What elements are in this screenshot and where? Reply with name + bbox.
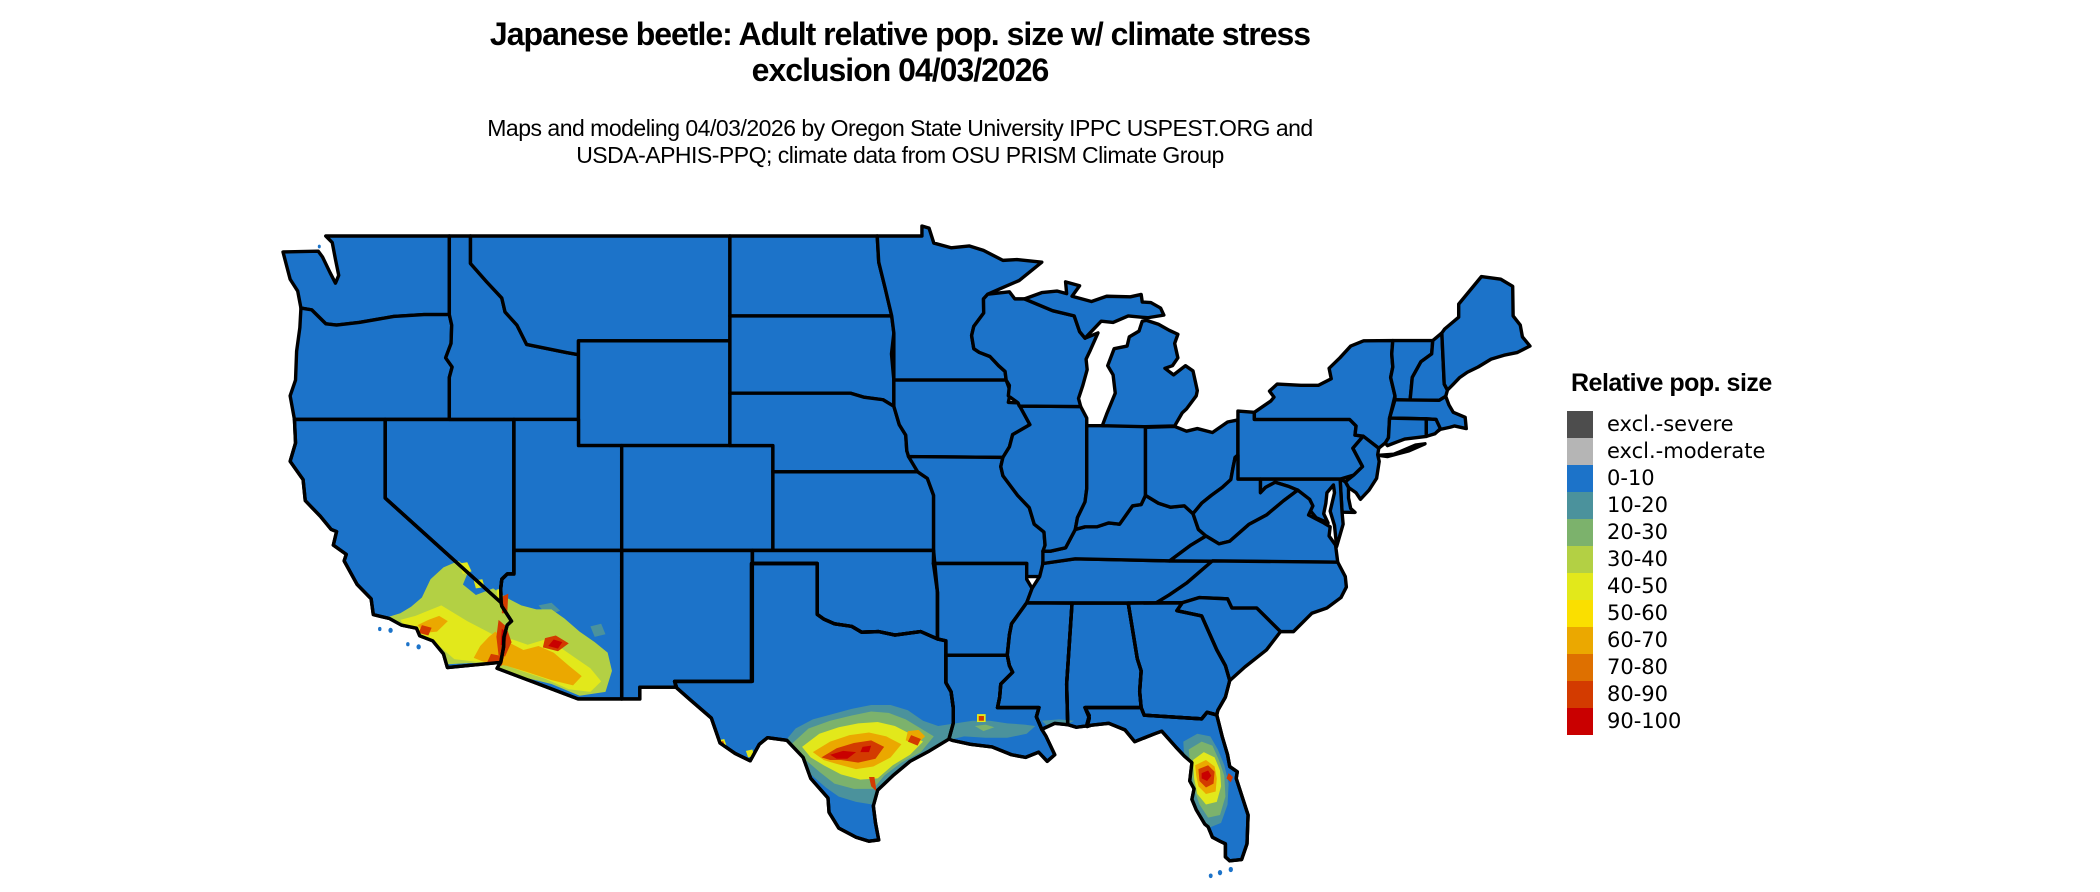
- hotspot-raster-layer: [383, 560, 1233, 829]
- florida-keys-speck: [1208, 873, 1213, 879]
- legend-item: 30-40: [1567, 546, 1887, 573]
- hotspot-louisiana-green: [974, 724, 995, 732]
- figure-title: Japanese beetle: Adult relative pop. siz…: [0, 16, 1800, 88]
- legend-item-label: 30-40: [1607, 547, 1669, 571]
- hotspot-losangeles-red: [418, 625, 432, 636]
- legend-item: 80-90: [1567, 681, 1887, 708]
- hotspot-texas-core: [830, 750, 857, 759]
- legend-swatch-icon: [1567, 519, 1593, 546]
- legend-swatch-icon: [1567, 411, 1593, 438]
- title-line-2: exclusion 04/03/2026: [751, 52, 1050, 88]
- legend-swatch-icon: [1567, 600, 1593, 627]
- channel-island-speck: [406, 642, 410, 647]
- hotspot-corpus-red: [869, 777, 877, 792]
- hotspot-canaveral-red: [1226, 773, 1233, 783]
- legend-item-label: 90-100: [1607, 709, 1682, 733]
- legend-swatch-icon: [1567, 681, 1593, 708]
- legend-title: Relative pop. size: [1571, 369, 1772, 397]
- legend-item: 60-70: [1567, 627, 1887, 654]
- legend-item-label: 0-10: [1607, 466, 1655, 490]
- state-oregon: [290, 308, 452, 419]
- hotspot-phoenix-core: [548, 639, 563, 649]
- hotspot-texas-core: [860, 745, 872, 753]
- legend-swatch-icon: [1567, 708, 1593, 735]
- legend-swatch-icon: [1567, 627, 1593, 654]
- legend-swatch-icon: [1567, 465, 1593, 492]
- state-colorado: [622, 446, 773, 551]
- channel-island-speck: [416, 644, 421, 650]
- state-maine: [1442, 277, 1530, 390]
- state-new-mexico: [622, 550, 753, 699]
- channel-island-speck: [378, 626, 382, 632]
- island-specks-layer: [317, 244, 1233, 879]
- state-new-jersey: [1345, 436, 1379, 499]
- state-north-dakota: [730, 236, 892, 316]
- state-indiana: [1075, 426, 1145, 530]
- legend-item-label: 80-90: [1607, 682, 1669, 706]
- us-map: [260, 220, 1560, 880]
- legend-item-label: excl.-severe: [1607, 412, 1734, 436]
- long-island: [1378, 444, 1425, 457]
- hotspot-houston-red: [907, 735, 921, 746]
- legend-swatch-icon: [1567, 492, 1593, 519]
- legend-item-label: 40-50: [1607, 574, 1669, 598]
- hotspot-arizona-teal-patch: [590, 623, 606, 637]
- subtitle-line-2: USDA-APHIS-PPQ; climate data from OSU PR…: [576, 142, 1224, 168]
- state-kansas: [773, 472, 934, 551]
- legend-item-label: 20-30: [1607, 520, 1669, 544]
- state-rhode-island: [1426, 419, 1440, 437]
- legend-item: 40-50: [1567, 573, 1887, 600]
- florida-keys-speck: [1228, 866, 1233, 873]
- legend-item: excl.-moderate: [1567, 438, 1887, 465]
- legend-item: 20-30: [1567, 519, 1887, 546]
- legend-item: 90-100: [1567, 708, 1887, 735]
- state-wyoming: [578, 341, 729, 446]
- legend-item-label: 50-60: [1607, 601, 1669, 625]
- legend-swatch-icon: [1567, 438, 1593, 465]
- state-michigan-upper: [1025, 282, 1164, 338]
- map-legend: Relative pop. size excl.-severe excl.-mo…: [1567, 369, 1887, 735]
- legend-item-label: 60-70: [1607, 628, 1669, 652]
- state-connecticut: [1385, 418, 1426, 446]
- state-pennsylvania: [1238, 411, 1363, 479]
- hotspot-florida-core: [1201, 770, 1212, 781]
- legend-swatch-icon: [1567, 546, 1593, 573]
- state-virginia: [1170, 490, 1338, 562]
- legend-item-label: 70-80: [1607, 655, 1669, 679]
- legend-item: 10-20: [1567, 492, 1887, 519]
- legend-item-label: 10-20: [1607, 493, 1669, 517]
- state-delaware: [1340, 479, 1355, 512]
- san-juan-island-speck: [317, 244, 321, 249]
- legend-item: 70-80: [1567, 654, 1887, 681]
- hotspot-louisiana-red: [978, 715, 984, 721]
- title-line-1: Japanese beetle: Adult relative pop. siz…: [489, 16, 1311, 52]
- legend-swatch-icon: [1567, 573, 1593, 600]
- legend-item: 0-10: [1567, 465, 1887, 492]
- figure-subtitle: Maps and modeling 04/03/2026 by Oregon S…: [0, 115, 1800, 169]
- subtitle-line-1: Maps and modeling 04/03/2026 by Oregon S…: [487, 115, 1313, 141]
- legend-swatch-icon: [1567, 654, 1593, 681]
- florida-keys-speck: [1217, 870, 1223, 876]
- legend-item-label: excl.-moderate: [1607, 439, 1766, 463]
- legend-item: 50-60: [1567, 600, 1887, 627]
- state-michigan-lower: [1102, 320, 1197, 426]
- channel-island-speck: [388, 627, 393, 633]
- legend-item: excl.-severe: [1567, 411, 1887, 438]
